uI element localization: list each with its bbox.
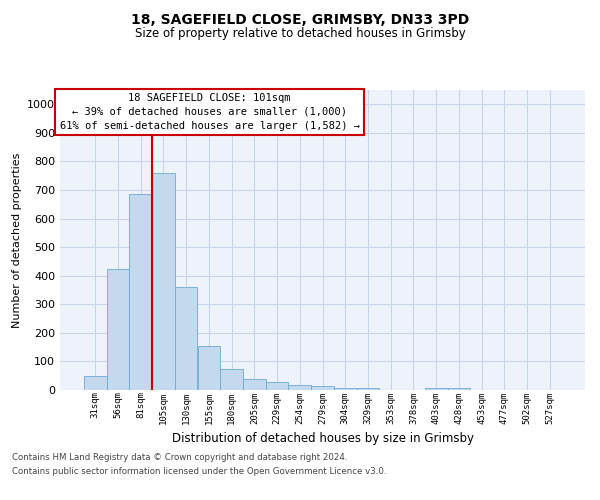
Text: 18, SAGEFIELD CLOSE, GRIMSBY, DN33 3PD: 18, SAGEFIELD CLOSE, GRIMSBY, DN33 3PD (131, 12, 469, 26)
Bar (425, 388, 448, 390)
Bar (289, 385, 311, 390)
Bar (311, 386, 334, 390)
Bar (266, 382, 289, 390)
Bar (243, 378, 266, 390)
Bar (107, 268, 130, 390)
Text: 18 SAGEFIELD CLOSE: 101sqm
← 39% of detached houses are smaller (1,000)
61% of s: 18 SAGEFIELD CLOSE: 101sqm ← 39% of deta… (59, 93, 359, 131)
Y-axis label: Number of detached properties: Number of detached properties (11, 152, 22, 328)
Bar (356, 388, 379, 390)
Text: Size of property relative to detached houses in Grimsby: Size of property relative to detached ho… (134, 28, 466, 40)
Bar (175, 287, 197, 390)
X-axis label: Distribution of detached houses by size in Grimsby: Distribution of detached houses by size … (172, 432, 473, 445)
Bar (197, 346, 220, 390)
Bar (220, 368, 243, 390)
Bar (130, 194, 152, 390)
Bar (334, 388, 356, 390)
Bar (152, 173, 175, 390)
Text: Contains public sector information licensed under the Open Government Licence v3: Contains public sector information licen… (12, 467, 386, 476)
Text: Contains HM Land Registry data © Crown copyright and database right 2024.: Contains HM Land Registry data © Crown c… (12, 454, 347, 462)
Bar (448, 388, 470, 390)
Bar (84, 376, 107, 390)
